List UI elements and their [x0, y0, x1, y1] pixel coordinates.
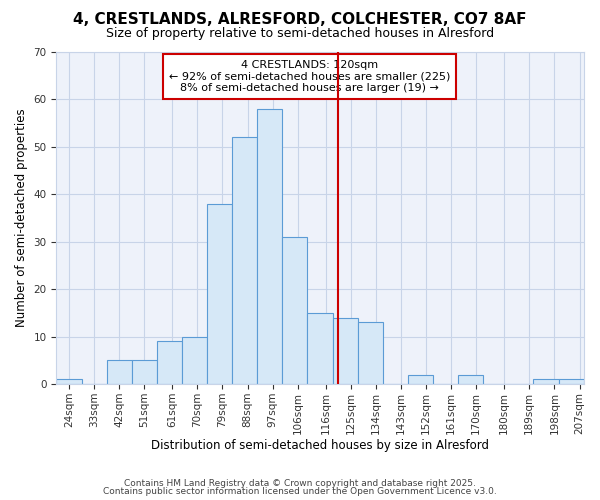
Bar [408, 374, 433, 384]
Bar [358, 322, 383, 384]
Text: Contains public sector information licensed under the Open Government Licence v3: Contains public sector information licen… [103, 487, 497, 496]
Bar [559, 380, 584, 384]
Text: Contains HM Land Registry data © Crown copyright and database right 2025.: Contains HM Land Registry data © Crown c… [124, 478, 476, 488]
Bar [157, 342, 182, 384]
Text: 4 CRESTLANDS: 120sqm
← 92% of semi-detached houses are smaller (225)
8% of semi-: 4 CRESTLANDS: 120sqm ← 92% of semi-detac… [169, 60, 450, 93]
Y-axis label: Number of semi-detached properties: Number of semi-detached properties [15, 108, 28, 327]
Text: 4, CRESTLANDS, ALRESFORD, COLCHESTER, CO7 8AF: 4, CRESTLANDS, ALRESFORD, COLCHESTER, CO… [73, 12, 527, 28]
Bar [56, 380, 82, 384]
Bar [207, 204, 232, 384]
Bar [307, 313, 332, 384]
Bar [182, 336, 207, 384]
Text: Size of property relative to semi-detached houses in Alresford: Size of property relative to semi-detach… [106, 28, 494, 40]
Bar [257, 108, 283, 384]
Bar [458, 374, 483, 384]
Bar [132, 360, 157, 384]
X-axis label: Distribution of semi-detached houses by size in Alresford: Distribution of semi-detached houses by … [151, 440, 489, 452]
Bar [283, 237, 307, 384]
Bar [107, 360, 132, 384]
Bar [533, 380, 559, 384]
Bar [332, 318, 358, 384]
Bar [232, 137, 257, 384]
